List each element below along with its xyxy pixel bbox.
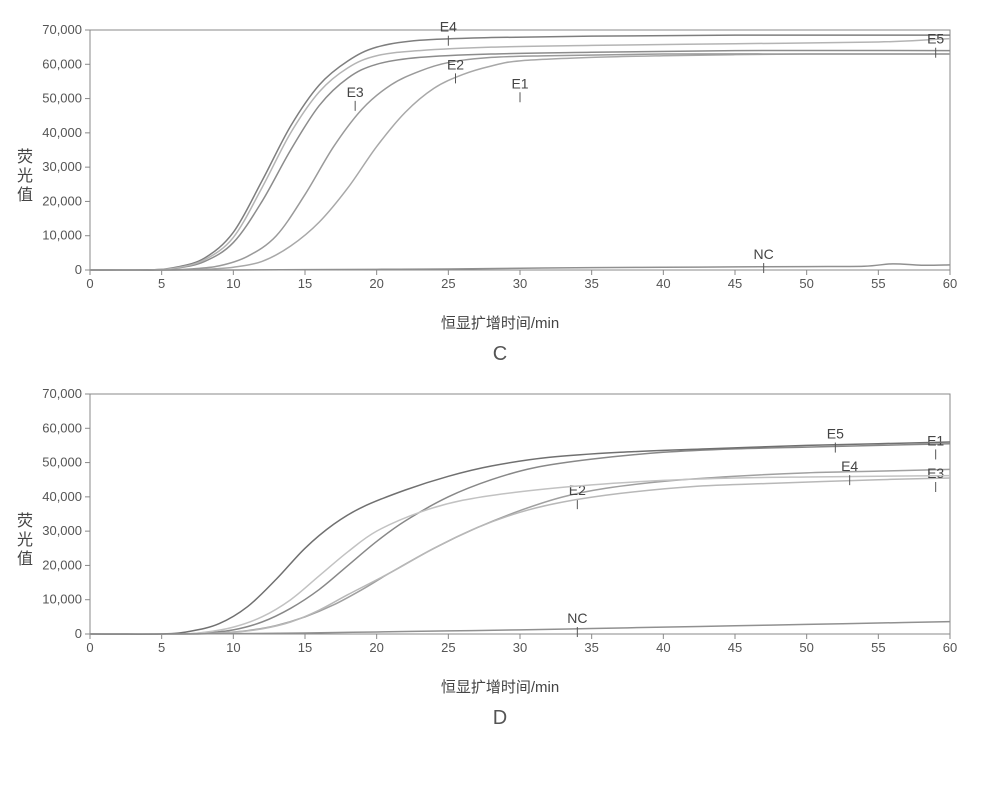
curve-label-E2: E2	[447, 56, 464, 72]
svg-text:35: 35	[584, 276, 598, 291]
svg-text:20: 20	[369, 640, 383, 655]
chart-c-xlabel: 恒显扩增时间/min	[20, 312, 980, 333]
svg-text:55: 55	[871, 276, 885, 291]
svg-text:20: 20	[369, 276, 383, 291]
curve-label-E4: E4	[841, 458, 858, 474]
svg-text:60,000: 60,000	[42, 56, 82, 71]
curve-E4	[90, 35, 950, 270]
svg-text:70,000: 70,000	[42, 22, 82, 37]
svg-text:70,000: 70,000	[42, 386, 82, 401]
svg-text:30,000: 30,000	[42, 523, 82, 538]
svg-text:5: 5	[158, 276, 165, 291]
svg-text:15: 15	[298, 640, 312, 655]
svg-text:10,000: 10,000	[42, 228, 82, 243]
ylabel-text: 荧光值	[16, 148, 34, 206]
svg-text:0: 0	[86, 640, 93, 655]
curve-label-NC: NC	[567, 610, 587, 626]
svg-text:0: 0	[75, 262, 82, 277]
svg-text:0: 0	[86, 276, 93, 291]
svg-text:10: 10	[226, 640, 240, 655]
svg-text:20,000: 20,000	[42, 193, 82, 208]
svg-text:0: 0	[75, 626, 82, 641]
chart-c-svg: 0 10,000 20,000 30,000 40,000 50,000 60,000 70,…	[20, 20, 980, 310]
svg-text:50: 50	[799, 276, 813, 291]
chart-d-block: 荧光值 010,00020,00030,00040,00050,00060,00…	[20, 384, 980, 697]
chart-c-block: 荧光值 010,00020,00030,00040,00050,00060,00…	[20, 20, 980, 333]
chart-d-xlabel: 恒显扩增时间/min	[20, 676, 980, 697]
curve-label-NC: NC	[754, 246, 774, 262]
curve-label-E5: E5	[927, 31, 944, 47]
svg-text:30: 30	[513, 276, 527, 291]
svg-text:50,000: 50,000	[42, 455, 82, 470]
svg-text:60: 60	[943, 276, 957, 291]
svg-text:40: 40	[656, 640, 670, 655]
chart-d-svg: 0 10,000 20,000 30,000 40,000 50,000 60,000 70,…	[20, 384, 980, 674]
svg-text:60: 60	[943, 640, 957, 655]
svg-text:10,000: 10,000	[42, 592, 82, 607]
curve-label-E3: E3	[927, 465, 944, 481]
subplot-label-d: D	[20, 707, 980, 730]
svg-text:60,000: 60,000	[42, 420, 82, 435]
curve-E2	[90, 469, 950, 634]
svg-text:15: 15	[298, 276, 312, 291]
svg-text:30,000: 30,000	[42, 159, 82, 174]
svg-text:10: 10	[226, 276, 240, 291]
svg-text:40: 40	[656, 276, 670, 291]
svg-text:55: 55	[871, 640, 885, 655]
curve-E5	[90, 39, 950, 271]
svg-text:45: 45	[728, 640, 742, 655]
curve-label-E3: E3	[347, 84, 364, 100]
curve-label-E1: E1	[511, 75, 528, 91]
curve-E3	[90, 478, 950, 634]
svg-text:25: 25	[441, 640, 455, 655]
svg-text:5: 5	[158, 640, 165, 655]
svg-text:50: 50	[799, 640, 813, 655]
chart-c-ylabel: 荧光值	[16, 148, 34, 206]
curve-label-E5: E5	[827, 426, 844, 442]
curve-label-E1: E1	[927, 432, 944, 448]
curve-label-E2: E2	[569, 482, 586, 498]
curve-E4	[90, 476, 950, 635]
svg-text:25: 25	[441, 276, 455, 291]
curve-label-E4: E4	[440, 20, 457, 35]
ylabel-text: 荧光值	[16, 512, 34, 570]
subplot-label-c: C	[20, 343, 980, 366]
chart-d-ylabel: 荧光值	[16, 512, 34, 570]
svg-text:45: 45	[728, 276, 742, 291]
svg-text:40,000: 40,000	[42, 125, 82, 140]
svg-text:20,000: 20,000	[42, 557, 82, 572]
svg-text:30: 30	[513, 640, 527, 655]
svg-text:50,000: 50,000	[42, 91, 82, 106]
svg-text:35: 35	[584, 640, 598, 655]
svg-text:40,000: 40,000	[42, 489, 82, 504]
